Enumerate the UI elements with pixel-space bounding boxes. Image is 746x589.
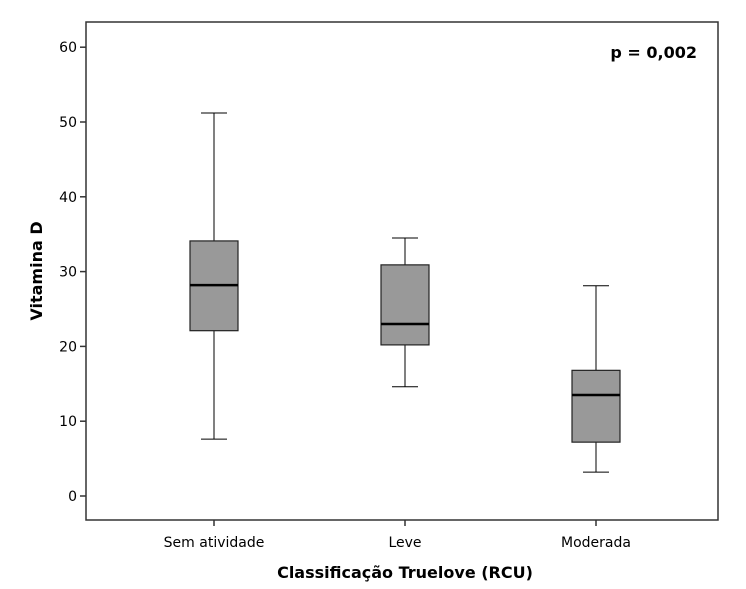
- y-tick-label: 40: [59, 190, 77, 206]
- y-tick-label: 50: [59, 115, 77, 131]
- y-tick-label: 10: [59, 414, 77, 430]
- y-tick-label: 60: [59, 40, 77, 56]
- y-tick-label: 0: [68, 489, 77, 505]
- box-1: [380, 237, 430, 388]
- y-axis-label: Vitamina D: [27, 221, 46, 320]
- iqr-box: [571, 369, 621, 443]
- x-axis-label: Classificação Truelove (RCU): [277, 563, 533, 582]
- x-tick-label: Leve: [388, 535, 421, 551]
- y-tick-label: 30: [59, 265, 77, 281]
- y-tick-label: 20: [59, 339, 77, 355]
- box-0: [189, 112, 239, 440]
- x-tick-label: Sem atividade: [164, 535, 265, 551]
- box-2: [571, 285, 621, 473]
- p-value-annotation: p = 0,002: [610, 43, 697, 62]
- x-tick-label: Moderada: [561, 535, 631, 551]
- iqr-box: [380, 264, 430, 346]
